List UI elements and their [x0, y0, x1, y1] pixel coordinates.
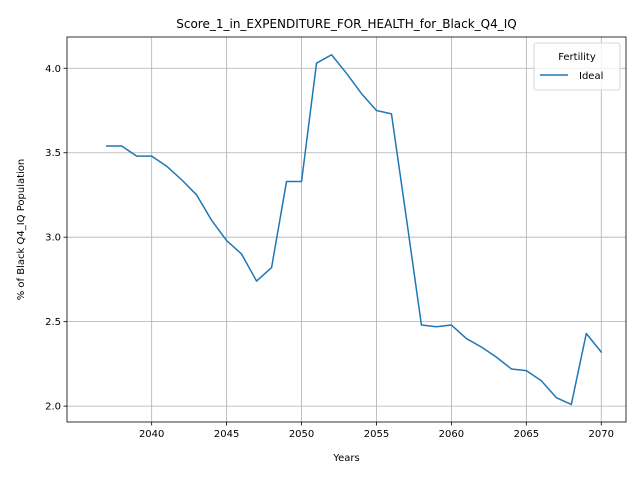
legend-label-ideal: Ideal	[579, 71, 603, 82]
y-tick-label: 2.0	[45, 402, 61, 413]
x-tick-label: 2045	[214, 429, 239, 440]
axis-ticks: 2040 2045 2050 2055 2060 2065 2070 2.0 2.5 3.0 3.5…	[45, 64, 614, 440]
x-tick-label: 2050	[289, 429, 314, 440]
legend-box	[533, 42, 621, 91]
x-tick-label: 2040	[139, 429, 164, 440]
y-tick-label: 4.0	[45, 64, 61, 75]
x-axis-label: Years	[332, 453, 359, 464]
x-tick-label: 2070	[589, 429, 614, 440]
x-tick-label: 2055	[364, 429, 389, 440]
series-layer	[105, 53, 603, 406]
plot-area-frame	[66, 36, 627, 423]
y-tick-label: 3.5	[45, 148, 61, 159]
series-line-ideal	[105, 53, 603, 406]
x-tick-label: 2060	[439, 429, 464, 440]
y-tick-label: 2.5	[45, 317, 61, 328]
legend: Fertility Ideal	[533, 42, 621, 91]
y-tick-label: 3.0	[45, 233, 61, 244]
chart-title: Score_1_in_EXPENDITURE_FOR_HEALTH_for_Bl…	[176, 17, 517, 31]
y-axis-label: % of Black Q4_IQ Population	[16, 159, 27, 301]
grid-lines	[67, 37, 626, 422]
x-tick-label: 2065	[514, 429, 539, 440]
legend-title: Fertility	[558, 52, 596, 63]
